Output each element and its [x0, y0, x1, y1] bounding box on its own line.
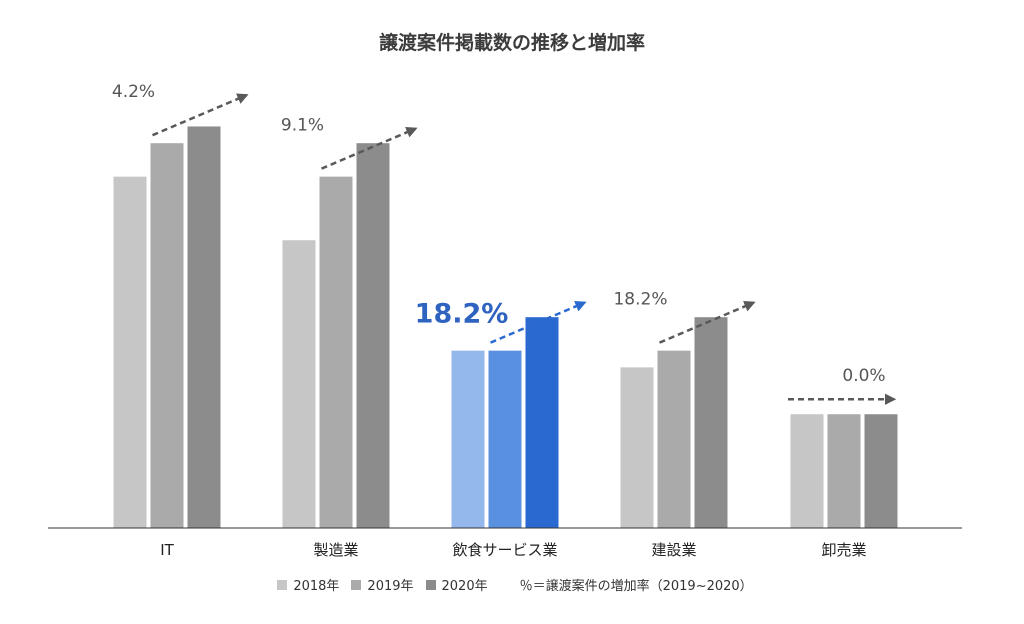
growth-arrow-0: [152, 93, 249, 137]
bar-2020-4: [864, 414, 898, 528]
growth-label-2: 18.2%: [415, 299, 509, 330]
growth-arrow-2: [490, 301, 587, 344]
growth-arrow-3: [659, 301, 756, 344]
legend-item-2020: 2020年: [425, 575, 488, 594]
legend-label-2018: 2018年: [293, 579, 340, 594]
bar-2018-4: [790, 414, 824, 528]
bar-2020-2: [525, 317, 559, 528]
bar-2020-0: [187, 126, 221, 528]
bar-2020-1: [356, 143, 390, 528]
bar-2019-4: [827, 414, 861, 528]
legend: 2018年 2019年 2020年 ％＝譲渡案件の増加率（2019~2020）: [0, 575, 1024, 594]
bar-2018-3: [620, 367, 654, 528]
category-label: 飲食サービス業: [452, 541, 557, 559]
category-label: 卸売業: [821, 541, 866, 559]
bar-2019-1: [319, 176, 353, 528]
bar-2018-2: [451, 350, 485, 528]
legend-swatch-2020: [425, 579, 436, 590]
bar-2019-2: [488, 350, 522, 528]
legend-item-2019: 2019年: [351, 575, 414, 594]
category-label: 建設業: [651, 541, 696, 559]
growth-label-3: 18.2%: [613, 290, 667, 310]
growth-label-4: 0.0%: [842, 366, 885, 386]
legend-label-2020: 2020年: [441, 579, 488, 594]
bar-2020-3: [694, 317, 728, 528]
growth-label-0: 4.2%: [112, 82, 155, 102]
bar-2018-1: [282, 240, 316, 528]
growth-arrow-1: [321, 127, 418, 170]
growth-label-1: 9.1%: [281, 116, 324, 136]
legend-item-2018: 2018年: [277, 575, 339, 594]
chart-title: 譲渡案件掲載数の推移と増加率: [378, 32, 645, 54]
legend-label-2019: 2019年: [367, 579, 414, 594]
legend-swatch-2019: [351, 579, 362, 590]
bar-2019-0: [150, 143, 184, 528]
bar-2018-0: [113, 176, 147, 528]
legend-note: ％＝譲渡案件の増加率（2019~2020）: [519, 579, 753, 594]
legend-swatch-2018: [277, 579, 288, 590]
bar-2019-3: [657, 350, 691, 528]
category-label: IT: [160, 541, 174, 559]
category-label: 製造業: [313, 541, 358, 559]
